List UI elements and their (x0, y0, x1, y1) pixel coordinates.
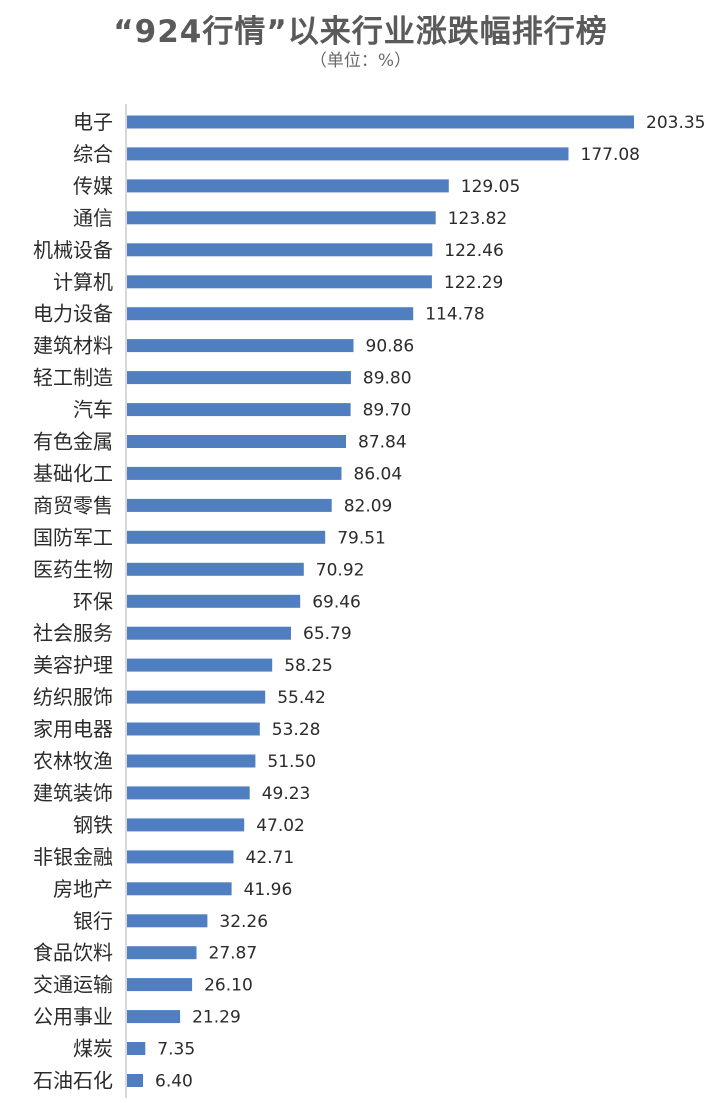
bar-7 (127, 339, 354, 353)
bar-13 (127, 530, 326, 544)
value-label: 27.87 (209, 944, 258, 964)
bar-23 (127, 850, 234, 864)
value-label: 47.02 (256, 816, 305, 836)
bar-28 (127, 1010, 181, 1024)
bar-11 (127, 466, 342, 480)
category-label: 石油石化 (33, 1069, 113, 1093)
category-label: 轻工制造 (33, 366, 113, 390)
bar-6 (127, 307, 414, 321)
value-label: 32.26 (219, 912, 268, 932)
value-label: 87.84 (358, 433, 407, 453)
bar-2 (127, 179, 449, 193)
category-label: 农林牧渔 (33, 749, 113, 773)
category-label: 交通运输 (33, 973, 113, 997)
value-label: 86.04 (354, 464, 403, 484)
category-label: 电子 (73, 110, 113, 134)
category-label: 综合 (73, 142, 113, 166)
category-label: 家用电器 (33, 717, 113, 741)
chart-subtitle: （单位：%） (309, 51, 412, 71)
value-label: 6.40 (155, 1072, 193, 1092)
value-label: 42.71 (246, 848, 295, 868)
bar-9 (127, 403, 351, 417)
bar-26 (127, 946, 197, 960)
bar-18 (127, 690, 266, 704)
value-label: 26.10 (204, 976, 253, 996)
category-label: 有色金属 (33, 430, 113, 454)
category-label: 计算机 (53, 270, 113, 294)
value-label: 51.50 (267, 752, 316, 772)
bar-12 (127, 498, 332, 512)
value-label: 53.28 (272, 720, 321, 740)
value-label: 122.29 (444, 273, 503, 293)
category-label: 商贸零售 (33, 493, 113, 517)
category-label: 机械设备 (33, 238, 113, 262)
value-label: 21.29 (192, 1008, 241, 1028)
category-label: 汽车 (73, 398, 113, 422)
category-label: 建筑装饰 (33, 781, 113, 805)
bar-16 (127, 626, 291, 640)
bar-0 (127, 115, 634, 129)
value-label: 58.25 (284, 656, 333, 676)
value-label: 55.42 (277, 688, 326, 708)
value-label: 123.82 (448, 209, 507, 229)
bar-10 (127, 435, 346, 448)
value-label: 129.05 (461, 177, 520, 197)
category-label: 基础化工 (33, 461, 113, 485)
bar-3 (127, 211, 436, 225)
bar-1 (127, 147, 569, 161)
bar-5 (127, 275, 432, 289)
bar-24 (127, 882, 232, 896)
value-label: 177.08 (581, 145, 640, 165)
chart-title: “924行情”以来行业涨跌幅排行榜 (113, 14, 608, 50)
category-label: 银行 (73, 909, 113, 933)
category-label: 公用事业 (33, 1005, 113, 1029)
bar-21 (127, 786, 250, 800)
value-label: 70.92 (316, 560, 365, 580)
category-label: 国防军工 (33, 525, 113, 549)
category-label: 钢铁 (73, 813, 113, 837)
value-label: 79.51 (337, 528, 386, 548)
category-label: 环保 (73, 589, 113, 613)
value-label: 69.46 (312, 592, 361, 612)
bar-8 (127, 371, 351, 385)
category-label: 美容护理 (33, 653, 113, 677)
bar-29 (127, 1042, 146, 1055)
bar-30 (127, 1074, 143, 1087)
bar-27 (127, 978, 193, 992)
value-label: 122.46 (444, 241, 503, 261)
value-label: 65.79 (303, 624, 352, 644)
bar-19 (127, 722, 260, 736)
value-label: 82.09 (344, 496, 393, 516)
value-label: 203.35 (646, 113, 705, 133)
value-label: 41.96 (244, 880, 293, 900)
category-label: 食品饮料 (33, 941, 113, 965)
value-label: 49.23 (262, 784, 311, 804)
bar-22 (127, 818, 245, 832)
value-label: 7.35 (157, 1040, 195, 1060)
category-label: 社会服务 (33, 621, 113, 645)
category-label: 煤炭 (73, 1037, 113, 1061)
category-label: 建筑材料 (33, 334, 113, 358)
bar-25 (127, 914, 208, 928)
bar-20 (127, 754, 256, 768)
category-label: 传媒 (73, 174, 113, 198)
bar-17 (127, 658, 273, 672)
value-label: 114.78 (425, 305, 484, 325)
value-label: 90.86 (366, 337, 415, 357)
bar-4 (127, 243, 433, 257)
category-label: 电力设备 (33, 302, 113, 326)
category-label: 医药生物 (33, 557, 113, 581)
value-label: 89.80 (363, 369, 412, 389)
value-label: 89.70 (363, 401, 412, 421)
bar-15 (127, 594, 301, 608)
category-label: 非银金融 (33, 845, 113, 869)
category-label: 通信 (73, 206, 113, 230)
bar-14 (127, 562, 304, 576)
category-label: 房地产 (53, 877, 113, 901)
category-label: 纺织服饰 (33, 685, 113, 709)
